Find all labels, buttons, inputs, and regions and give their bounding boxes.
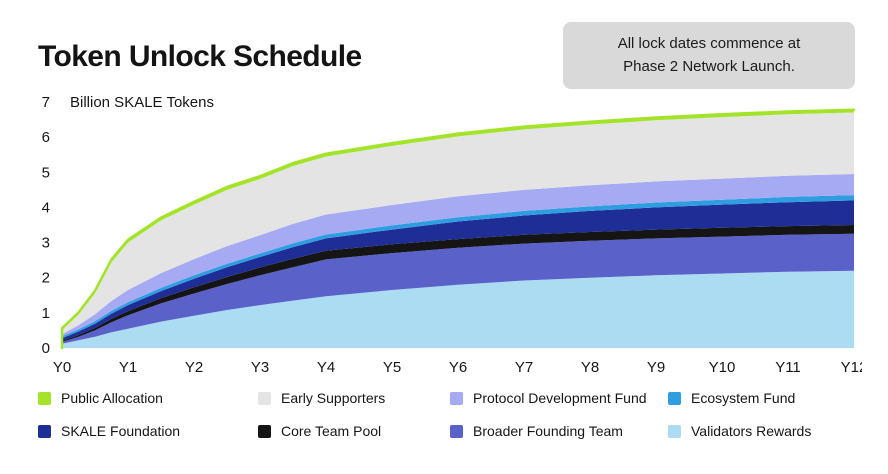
- legend-swatch-validators-rewards: [668, 424, 681, 438]
- area-early-supporters: [62, 112, 854, 335]
- launch-note-line1: All lock dates commence at: [617, 35, 801, 52]
- y-tick-label: 7: [42, 94, 50, 111]
- legend-label: Protocol Development Fund: [473, 390, 647, 406]
- legend-item-broader-founding-team: Broader Founding Team: [450, 423, 668, 439]
- x-tick-label: Y8: [581, 359, 599, 376]
- x-tick-label: Y4: [317, 359, 335, 376]
- x-tick-label: Y0: [53, 359, 71, 376]
- x-tick-label: Y7: [515, 359, 533, 376]
- y-axis-unit-label: Billion SKALE Tokens: [70, 94, 214, 111]
- y-tick-label: 2: [42, 270, 50, 287]
- x-tick-label: Y11: [775, 359, 801, 376]
- area-validators-rewards: [62, 270, 854, 348]
- legend-label: Ecosystem Fund: [691, 390, 796, 406]
- unlock-chart-svg: 0 1 2 3 4 5 6 7 Billion SKALE Tokens Y0 Y1 Y2 Y3 Y4 Y5…: [42, 94, 868, 376]
- area-broader-founding-team: [62, 233, 854, 344]
- x-tick-label: Y12: [841, 359, 862, 376]
- x-tick-label: Y10: [709, 359, 736, 376]
- legend-label: Broader Founding Team: [473, 423, 623, 439]
- area-skale-foundation: [62, 200, 854, 341]
- y-tick-label: 0: [42, 340, 50, 357]
- x-tick-label: Y9: [647, 359, 665, 376]
- y-tick-label: 6: [42, 129, 50, 146]
- area-core-team-pool: [62, 225, 854, 342]
- legend-label: Public Allocation: [61, 390, 163, 406]
- x-tick-label: Y2: [185, 359, 203, 376]
- area-protocol-development-fund: [62, 174, 854, 337]
- y-tick-label: 1: [42, 305, 50, 322]
- x-tick-label: Y3: [251, 359, 269, 376]
- legend-swatch-early-supporters: [258, 391, 271, 405]
- legend-item-validators-rewards: Validators Rewards: [668, 423, 811, 439]
- legend-swatch-skale-foundation: [38, 424, 51, 438]
- launch-note-line2: Phase 2 Network Launch.: [623, 57, 795, 75]
- legend-swatch-ecosystem-fund: [668, 391, 681, 405]
- page-title: Token Unlock Schedule: [38, 40, 362, 74]
- legend-swatch-broader-founding-team: [450, 424, 463, 438]
- legend-swatch-core-team-pool: [258, 424, 271, 438]
- legend-swatch-protocol-development-fund: [450, 391, 463, 405]
- legend-item-skale-foundation: SKALE Foundation: [38, 423, 258, 439]
- legend-swatch-public-allocation: [38, 391, 51, 405]
- legend-item-ecosystem-fund: Ecosystem Fund: [668, 390, 811, 406]
- legend-item-public-allocation: Public Allocation: [38, 390, 258, 406]
- legend-label: SKALE Foundation: [61, 423, 181, 439]
- y-tick-label: 3: [42, 235, 50, 252]
- legend-label: Validators Rewards: [691, 423, 812, 439]
- x-tick-label: Y6: [449, 359, 467, 376]
- y-tick-label: 4: [42, 199, 50, 216]
- x-tick-label: Y5: [383, 359, 401, 376]
- launch-note: All lock dates commence at Phase 2 Netwo…: [563, 22, 855, 89]
- legend-item-core-team-pool: Core Team Pool: [258, 423, 450, 439]
- chart-legend: Public Allocation Early Supporters Protoco…: [38, 390, 811, 439]
- legend-label: Early Supporters: [281, 390, 386, 406]
- total-unlock-line: [60, 108, 856, 350]
- legend-item-early-supporters: Early Supporters: [258, 390, 450, 406]
- area-ecosystem-fund: [62, 195, 854, 339]
- legend-item-protocol-development-fund: Protocol Development Fund: [450, 390, 668, 406]
- unlock-chart: 0 1 2 3 4 5 6 7 Billion SKALE Tokens Y0 Y1 Y2 Y3 Y4 Y5…: [22, 88, 868, 388]
- x-tick-label: Y1: [119, 359, 137, 376]
- legend-label: Core Team Pool: [281, 423, 382, 439]
- y-tick-label: 5: [42, 164, 50, 181]
